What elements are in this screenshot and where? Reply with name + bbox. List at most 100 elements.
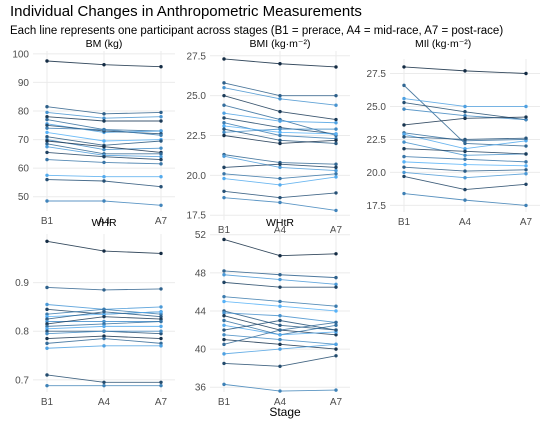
data-point	[159, 129, 163, 133]
data-point	[45, 110, 49, 115]
y-tick-label: 22.5	[367, 135, 387, 146]
y-tick-label: 70	[18, 135, 30, 146]
data-point	[102, 179, 106, 183]
data-point	[524, 104, 528, 109]
data-point	[159, 119, 163, 123]
data-point	[45, 346, 49, 350]
data-point	[222, 382, 226, 387]
data-point	[278, 138, 282, 142]
data-point	[45, 322, 49, 326]
data-point	[334, 285, 338, 289]
data-point	[222, 130, 226, 135]
x-axis-label: Stage	[269, 405, 301, 419]
panel-title: MIl (kg·m⁻²)	[415, 38, 471, 50]
data-point	[334, 347, 338, 351]
data-point	[45, 145, 49, 149]
data-point	[334, 65, 338, 69]
data-point	[159, 139, 163, 143]
data-point	[524, 182, 528, 187]
data-point	[102, 119, 106, 123]
data-point	[45, 317, 49, 321]
data-point	[102, 334, 106, 338]
y-tick-label: 50	[18, 192, 30, 203]
data-point	[222, 111, 226, 115]
data-point	[222, 189, 226, 194]
x-tick-label: B1	[41, 216, 54, 227]
data-point	[278, 323, 282, 327]
data-point	[102, 139, 106, 143]
data-point	[334, 304, 338, 308]
data-point	[222, 337, 226, 342]
data-point	[159, 319, 163, 324]
data-point	[159, 152, 163, 156]
data-point	[102, 380, 106, 384]
data-point	[524, 139, 528, 143]
data-point	[524, 144, 528, 148]
data-point	[222, 195, 226, 200]
data-point	[159, 312, 163, 316]
data-point	[334, 342, 338, 347]
data-point	[334, 309, 338, 313]
data-point	[524, 160, 528, 164]
data-point	[524, 71, 528, 76]
data-point	[102, 319, 106, 324]
y-tick-label: 17.5	[187, 211, 207, 222]
data-point	[334, 333, 338, 337]
data-point	[524, 164, 528, 168]
data-point	[159, 287, 163, 291]
data-point	[102, 329, 106, 333]
data-point	[402, 191, 406, 196]
data-point	[334, 282, 338, 286]
data-point	[45, 319, 49, 324]
y-tick-label: 22.5	[187, 131, 207, 142]
data-point	[402, 140, 406, 144]
data-point	[159, 162, 163, 166]
data-point	[278, 337, 282, 342]
data-point	[278, 304, 282, 308]
data-point	[463, 116, 467, 121]
y-tick-label: 52	[195, 230, 207, 241]
data-point	[45, 383, 49, 388]
data-point	[463, 141, 467, 146]
data-point	[334, 162, 338, 166]
data-point	[159, 310, 163, 314]
data-point	[463, 176, 467, 180]
y-tick-label: 0.8	[15, 327, 29, 338]
x-tick-label: B1	[218, 397, 231, 408]
data-point	[45, 177, 49, 182]
x-tick-label: A7	[155, 397, 168, 408]
panel-5: WHtR 36 40 44 48 52 B1 A4 A7	[195, 217, 350, 408]
data-point	[278, 253, 282, 258]
data-point	[222, 116, 226, 120]
chart-title: Individual Changes in Anthropometric Mea…	[10, 3, 362, 20]
data-point	[45, 307, 49, 312]
data-point	[45, 126, 49, 130]
data-point	[159, 185, 163, 189]
data-point	[159, 115, 163, 119]
data-point	[102, 147, 106, 152]
data-point	[334, 103, 338, 107]
x-tick-label: B1	[398, 217, 411, 228]
data-point	[102, 249, 106, 253]
data-point	[45, 336, 49, 341]
data-point	[402, 107, 406, 111]
data-point	[45, 123, 49, 127]
data-point	[524, 203, 528, 208]
data-point	[222, 323, 226, 327]
data-point	[278, 389, 282, 393]
data-point	[159, 341, 163, 346]
data-point	[159, 133, 163, 137]
data-point	[45, 341, 49, 346]
data-point	[222, 273, 226, 277]
data-point	[159, 110, 163, 115]
data-point	[402, 96, 406, 101]
data-point	[159, 344, 163, 348]
data-point	[45, 173, 49, 177]
data-point	[45, 139, 49, 143]
data-point	[102, 63, 106, 67]
y-tick-label: 44	[195, 306, 207, 317]
data-point	[463, 162, 467, 167]
data-point	[45, 157, 49, 162]
data-point	[402, 165, 406, 169]
data-point	[222, 280, 226, 285]
